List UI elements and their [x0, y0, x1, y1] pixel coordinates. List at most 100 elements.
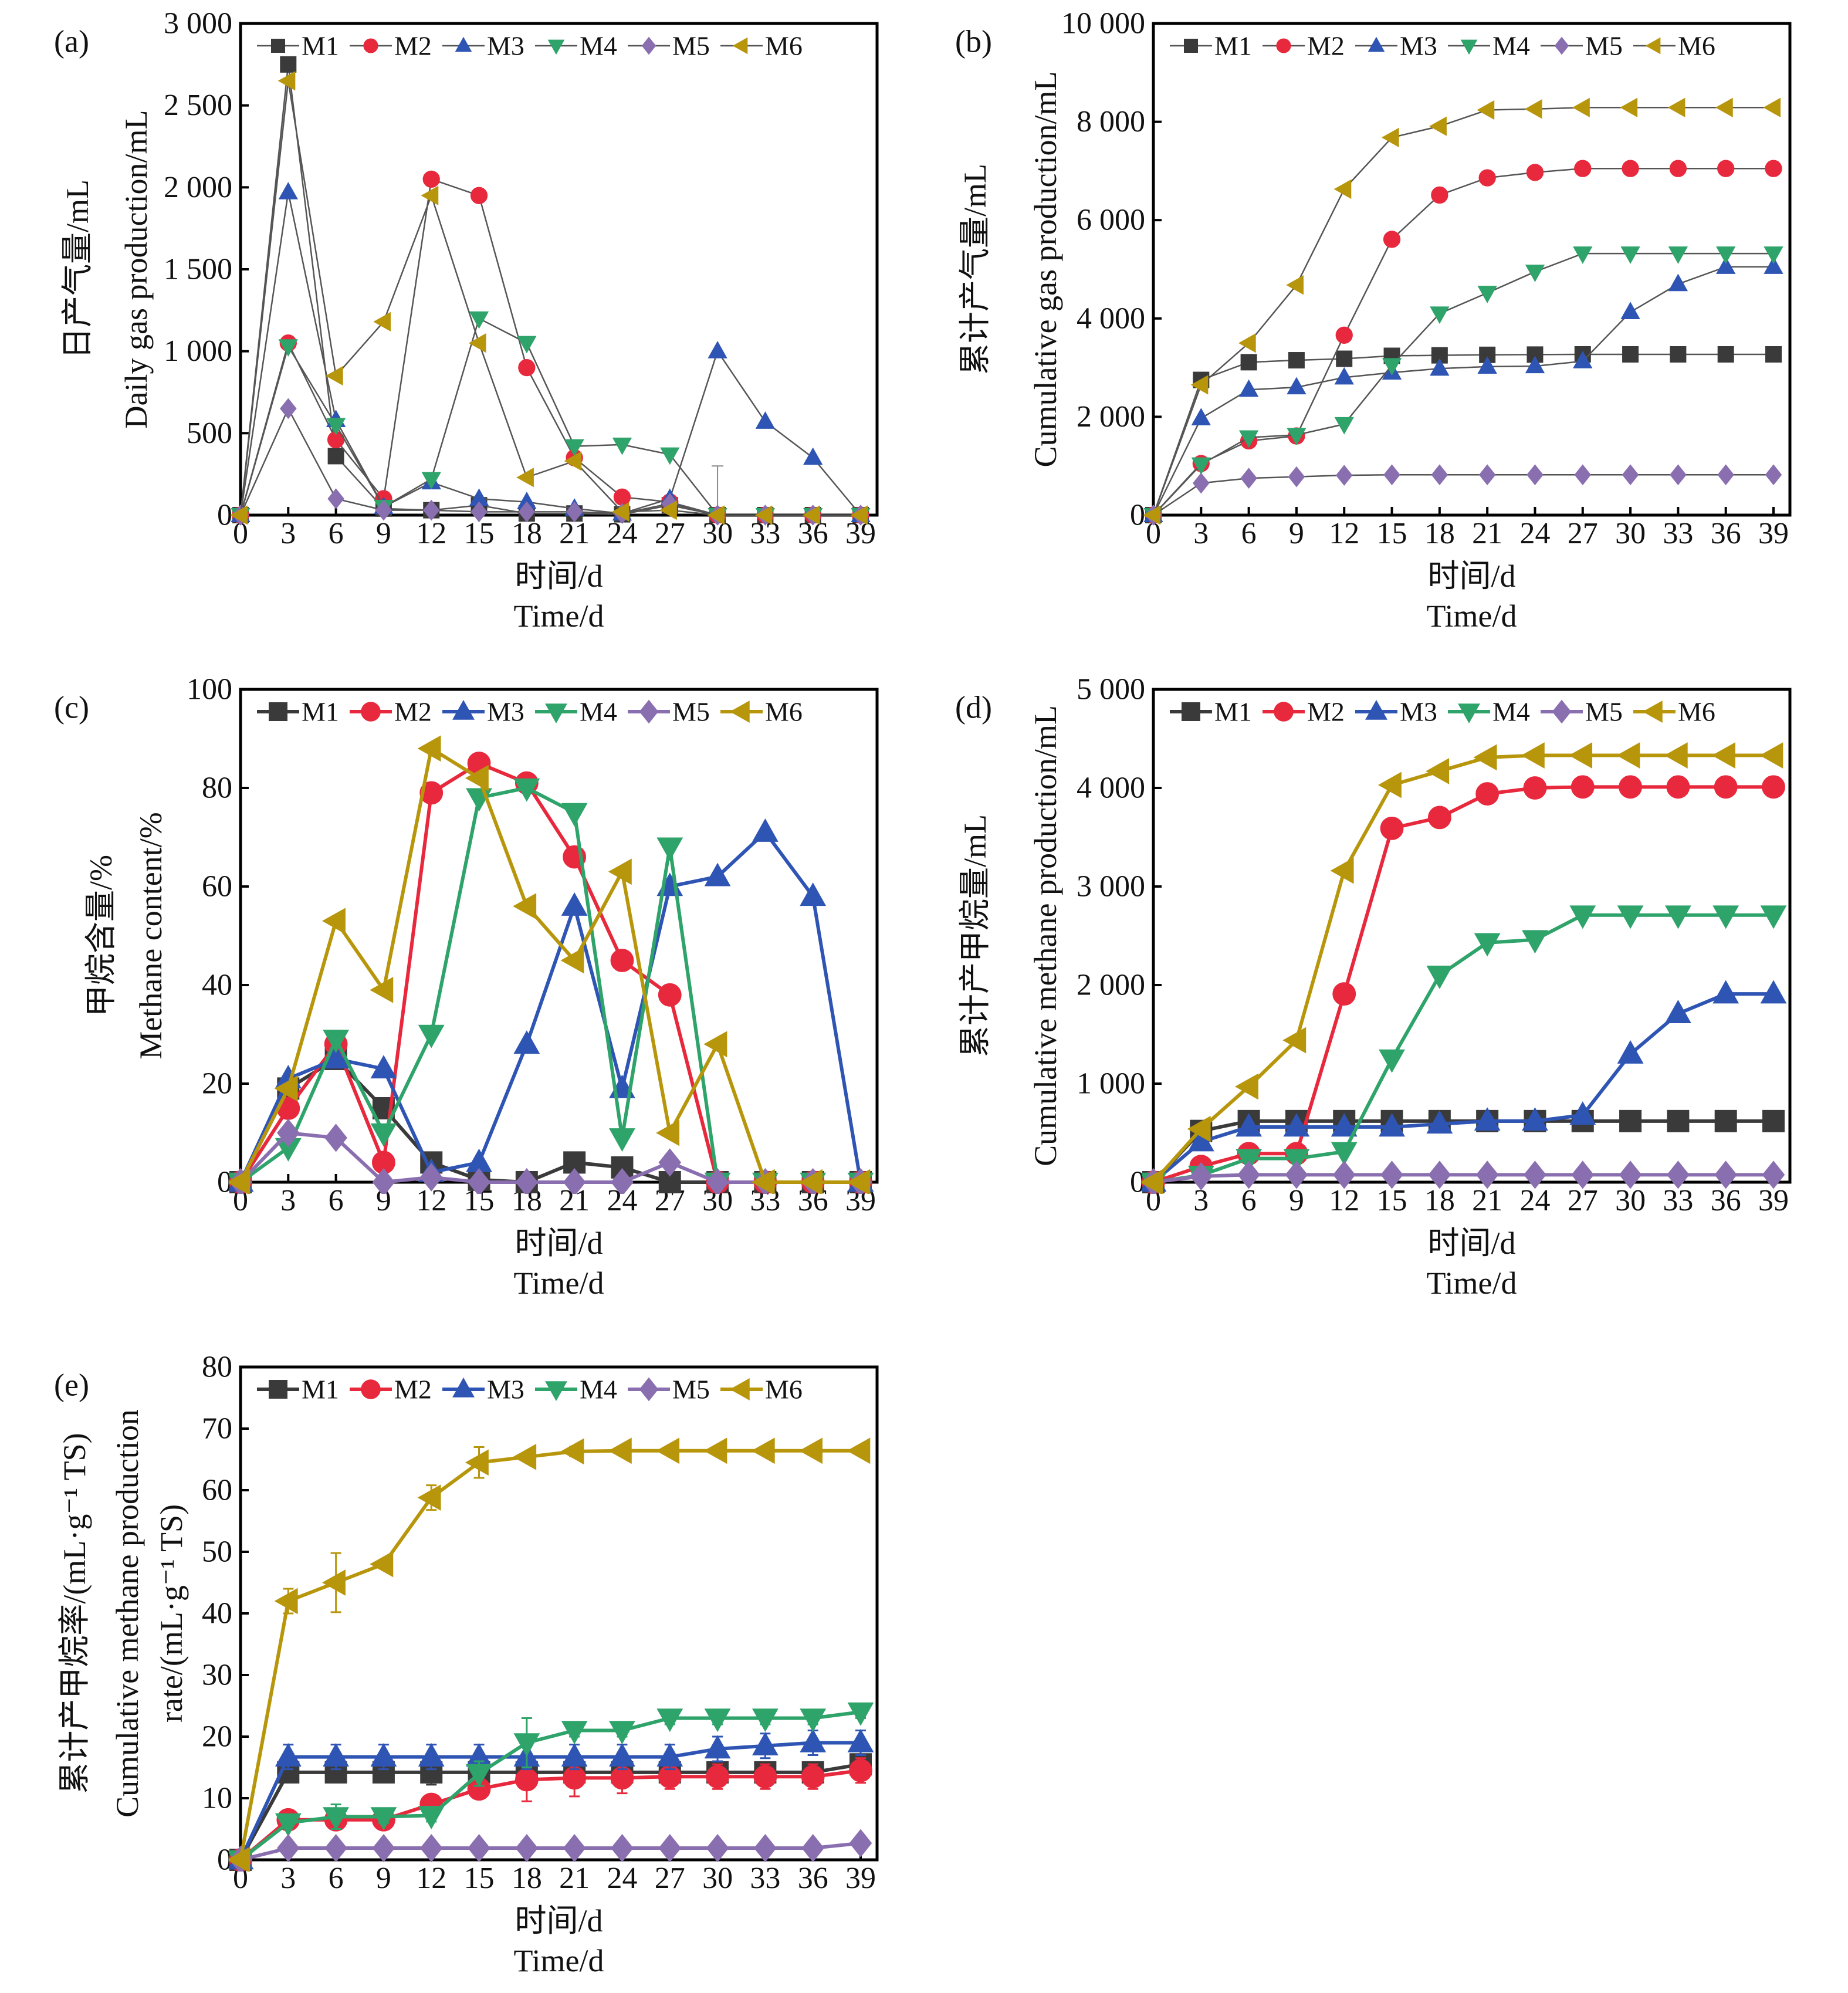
x-axis-title: Time/d: [1426, 598, 1517, 634]
data-point-M6: [1234, 1073, 1258, 1100]
x-tick-label: 9: [1289, 517, 1304, 550]
legend-label-M2: M2: [394, 1375, 432, 1405]
data-point-M4: [704, 1708, 731, 1733]
legend-label-M3: M3: [487, 1375, 524, 1405]
data-point-M2: [422, 170, 440, 188]
data-point-M5: [706, 1833, 729, 1863]
series-group: [230, 56, 871, 526]
data-point-M5: [471, 501, 488, 523]
data-point-M5: [1285, 1160, 1308, 1189]
data-point-M4: [513, 778, 540, 802]
data-point-M5: [801, 1833, 824, 1863]
data-point-M5: [1288, 466, 1305, 488]
data-point-M4: [1236, 1149, 1263, 1173]
y-tick-label: 2 000: [1077, 400, 1145, 434]
data-point-M1: [1667, 1109, 1690, 1132]
data-point-M3: [1331, 1113, 1358, 1137]
data-point-M3: [1334, 367, 1354, 385]
data-point-M5: [1571, 1160, 1595, 1189]
y-tick-label: 60: [202, 1474, 232, 1507]
data-point-M4: [1477, 286, 1497, 303]
x-tick-label: 3: [280, 1862, 296, 1895]
data-point-M3: [704, 862, 731, 886]
data-point-M4: [564, 439, 584, 457]
legend-label-M6: M6: [765, 1375, 803, 1405]
y-axis-title: Cumulative gas production/mL: [1028, 72, 1063, 468]
data-point-M1: [1619, 1109, 1642, 1132]
data-point-M3: [561, 1743, 588, 1767]
data-point-M4: [370, 1807, 397, 1831]
data-point-M5: [1714, 1160, 1737, 1189]
data-point-M5: [280, 398, 297, 419]
legend-marker-M5: [639, 699, 659, 724]
legend-marker-M5: [641, 36, 656, 55]
data-point-M2: [610, 949, 634, 972]
y-tick-label: 500: [187, 417, 232, 450]
data-point-M2: [1475, 782, 1500, 806]
y-axis-title: Methane content/%: [133, 812, 168, 1059]
data-point-M6: [325, 366, 343, 386]
x-tick-label: 24: [1519, 1184, 1550, 1217]
data-point-M3: [323, 1743, 350, 1767]
legend-label-M4: M4: [580, 1375, 617, 1405]
data-point-M6: [1616, 742, 1640, 769]
data-point-M4: [752, 1708, 779, 1733]
data-point-M4: [1569, 905, 1596, 929]
y-axis-title: Daily gas production/mL: [119, 110, 154, 429]
data-point-M6: [465, 764, 489, 791]
data-point-M5: [563, 1168, 586, 1194]
data-point-M6: [1238, 333, 1256, 353]
legend-marker-M1: [271, 39, 285, 53]
x-tick-label: 15: [464, 1862, 495, 1895]
data-point-M4: [612, 437, 632, 455]
data-point-M6: [516, 468, 534, 488]
data-point-M4: [1426, 965, 1453, 989]
data-point-M2: [613, 488, 631, 506]
x-tick-label: 27: [1568, 1184, 1598, 1217]
legend-label-M4: M4: [580, 31, 617, 61]
data-point-M5: [468, 1168, 490, 1194]
x-tick-label: 3: [1193, 517, 1209, 550]
legend-label-M6: M6: [765, 697, 803, 727]
legend: M1 M2 M3 M4 M5 M6: [1170, 31, 1715, 61]
data-point-M5: [754, 1833, 777, 1863]
legend-marker-M6: [729, 701, 750, 723]
data-point-M6: [751, 1169, 775, 1194]
data-point-M6: [1330, 857, 1354, 884]
data-point-M3: [847, 1728, 874, 1752]
data-point-M6: [1429, 116, 1447, 136]
x-tick-label: 9: [1289, 1184, 1304, 1217]
y-axis-title-cn: 累计产气量/mL: [957, 164, 993, 375]
legend-label-M3: M3: [1400, 697, 1437, 727]
legend-label-M2: M2: [394, 697, 432, 727]
legend: M1 M2 M3 M4 M5 M6: [257, 31, 803, 61]
data-point-M2: [1383, 231, 1401, 248]
data-point-M5: [1383, 464, 1400, 486]
data-point-M2: [1380, 816, 1404, 840]
data-point-M6: [1282, 1027, 1307, 1054]
data-point-M4: [1382, 358, 1402, 376]
data-point-M5: [515, 1168, 539, 1194]
x-tick-label: 12: [1329, 1184, 1359, 1217]
data-point-M2: [658, 983, 682, 1007]
data-point-M6: [274, 1588, 298, 1615]
legend: M1 M2 M3 M4 M5 M6: [257, 1375, 803, 1405]
data-point-M2: [1571, 775, 1595, 799]
data-point-M3: [704, 1735, 731, 1759]
data-point-M1: [327, 448, 344, 465]
data-point-M6: [465, 1449, 489, 1476]
data-point-M4: [660, 447, 680, 465]
data-point-M2: [1714, 775, 1738, 799]
data-point-M6: [1712, 742, 1735, 769]
data-point-M2: [1478, 169, 1496, 187]
data-point-M6: [513, 893, 537, 920]
legend-marker-M3: [455, 36, 472, 52]
data-point-M1: [1714, 1109, 1737, 1132]
y-tick-label: 30: [202, 1659, 232, 1692]
data-point-M3: [1525, 356, 1545, 374]
data-point-M6: [1667, 97, 1685, 117]
y-tick-label: 70: [202, 1412, 232, 1446]
x-tick-label: 36: [1711, 1184, 1741, 1217]
